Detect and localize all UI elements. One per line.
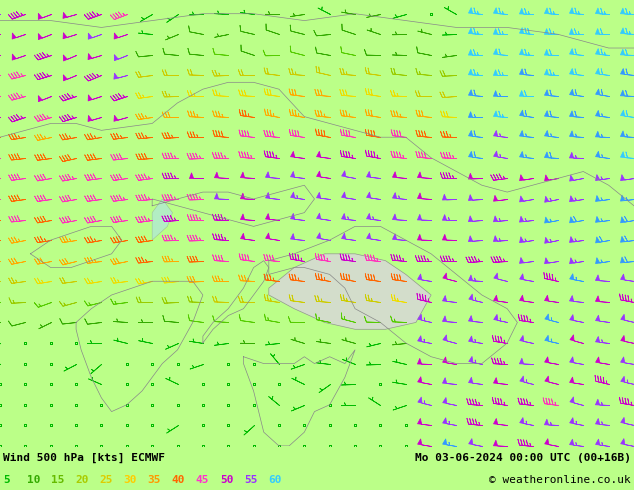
Text: © weatheronline.co.uk: © weatheronline.co.uk	[489, 475, 631, 485]
Text: 5: 5	[3, 475, 10, 485]
Text: 25: 25	[100, 475, 113, 485]
Text: 55: 55	[244, 475, 257, 485]
Polygon shape	[269, 254, 431, 329]
Text: Mo 03-06-2024 00:00 UTC (00+16B): Mo 03-06-2024 00:00 UTC (00+16B)	[415, 453, 631, 463]
Text: 20: 20	[75, 475, 89, 485]
Text: 10: 10	[27, 475, 41, 485]
Text: 50: 50	[220, 475, 233, 485]
Text: 60: 60	[268, 475, 281, 485]
Text: 15: 15	[51, 475, 65, 485]
Polygon shape	[152, 199, 172, 240]
Text: 30: 30	[124, 475, 137, 485]
Text: 35: 35	[148, 475, 161, 485]
Text: 45: 45	[196, 475, 209, 485]
Text: 40: 40	[172, 475, 185, 485]
Text: Wind 500 hPa [kts] ECMWF: Wind 500 hPa [kts] ECMWF	[3, 453, 165, 463]
